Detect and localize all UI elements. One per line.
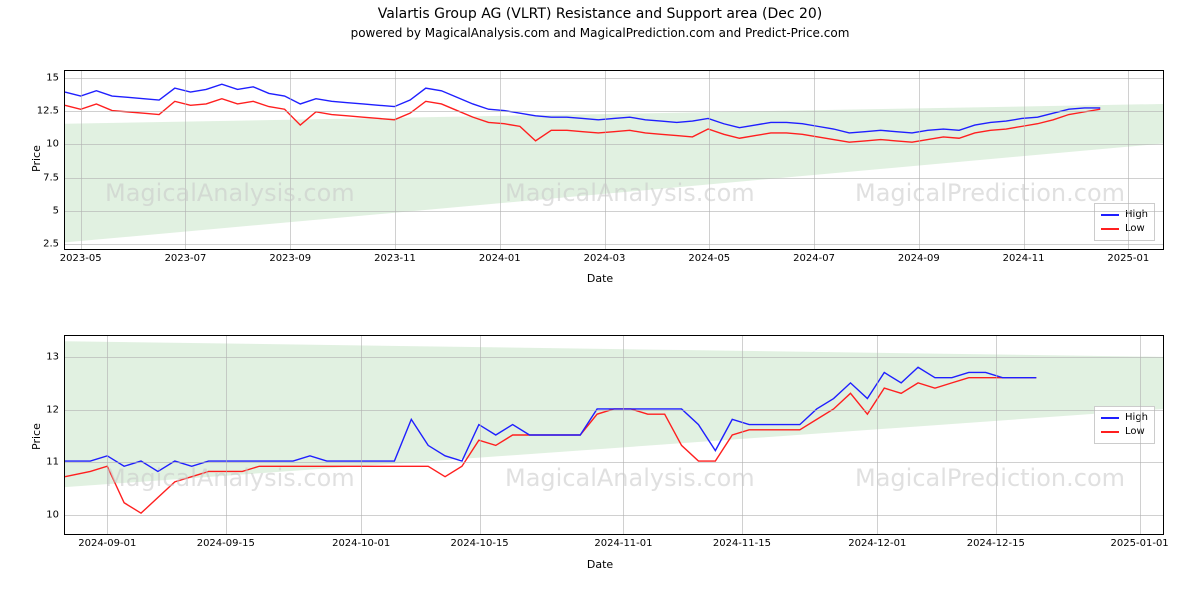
xtick-label: 2024-09-01 <box>78 534 136 549</box>
gridline-v <box>742 336 743 534</box>
gridline-v <box>226 336 227 534</box>
ytick-label: 12 <box>46 404 65 415</box>
ytick-label: 5 <box>53 206 65 217</box>
gridline-v <box>480 336 481 534</box>
gridline-v <box>877 336 878 534</box>
xtick-label: 2023-09 <box>269 249 311 264</box>
xtick-label: 2023-07 <box>165 249 207 264</box>
xtick-label: 2024-11-01 <box>594 534 652 549</box>
xtick-label: 2024-10-15 <box>451 534 509 549</box>
gridline-v <box>1140 336 1141 534</box>
gridline-h <box>65 178 1163 179</box>
legend-low-row: Low <box>1101 425 1148 439</box>
chart-subtitle: powered by MagicalAnalysis.com and Magic… <box>0 26 1200 40</box>
ytick-label: 15 <box>46 72 65 83</box>
xtick-label: 2024-03 <box>584 249 626 264</box>
xtick-label: 2023-05 <box>60 249 102 264</box>
ylabel-bottom: Price <box>30 423 43 450</box>
support-resistance-band <box>65 341 1163 487</box>
support-resistance-band <box>65 104 1163 242</box>
gridline-v <box>996 336 997 534</box>
gridline-v <box>1024 71 1025 249</box>
xtick-label: 2024-07 <box>793 249 835 264</box>
ytick-label: 11 <box>46 457 65 468</box>
ytick-label: 10 <box>46 509 65 520</box>
gridline-v <box>1128 71 1129 249</box>
xtick-label: 2024-10-01 <box>332 534 390 549</box>
legend-low-label: Low <box>1125 425 1145 439</box>
ytick-label: 13 <box>46 352 65 363</box>
gridline-v <box>709 71 710 249</box>
gridline-v <box>919 71 920 249</box>
legend-top: High Low <box>1094 203 1155 241</box>
ytick-label: 12.5 <box>37 106 65 117</box>
legend-low-row: Low <box>1101 222 1148 236</box>
legend-high-swatch <box>1101 417 1119 419</box>
legend-bottom: High Low <box>1094 406 1155 444</box>
gridline-h <box>65 78 1163 79</box>
xtick-label: 2024-09-15 <box>197 534 255 549</box>
gridline-v <box>395 71 396 249</box>
xlabel-bottom: Date <box>587 558 613 571</box>
plot-bottom <box>65 336 1163 534</box>
xtick-label: 2025-01 <box>1107 249 1149 264</box>
legend-low-swatch <box>1101 431 1119 433</box>
ytick-label: 10 <box>46 139 65 150</box>
legend-low-swatch <box>1101 228 1119 230</box>
ylabel-top: Price <box>30 145 43 172</box>
gridline-v <box>185 71 186 249</box>
gridline-v <box>500 71 501 249</box>
chart-title: Valartis Group AG (VLRT) Resistance and … <box>0 6 1200 22</box>
xtick-label: 2024-12-01 <box>848 534 906 549</box>
gridline-v <box>623 336 624 534</box>
panel-bottom: High Low 101112132024-09-012024-09-15202… <box>64 335 1164 535</box>
gridline-h <box>65 244 1163 245</box>
gridline-h <box>65 144 1163 145</box>
gridline-h <box>65 211 1163 212</box>
xtick-label: 2025-01-01 <box>1111 534 1169 549</box>
xtick-label: 2023-11 <box>374 249 416 264</box>
xtick-label: 2024-11-15 <box>713 534 771 549</box>
gridline-h <box>65 410 1163 411</box>
legend-high-label: High <box>1125 411 1148 425</box>
gridline-v <box>605 71 606 249</box>
gridline-v <box>107 336 108 534</box>
panel-top: High Low 2.557.51012.5152023-052023-0720… <box>64 70 1164 250</box>
xtick-label: 2024-01 <box>479 249 521 264</box>
xtick-label: 2024-11 <box>1003 249 1045 264</box>
gridline-h <box>65 515 1163 516</box>
xtick-label: 2024-12-15 <box>967 534 1025 549</box>
gridline-v <box>814 71 815 249</box>
legend-high-swatch <box>1101 214 1119 216</box>
xtick-label: 2024-05 <box>688 249 730 264</box>
gridline-v <box>81 71 82 249</box>
gridline-v <box>290 71 291 249</box>
legend-high-row: High <box>1101 411 1148 425</box>
gridline-h <box>65 357 1163 358</box>
xtick-label: 2024-09 <box>898 249 940 264</box>
gridline-v <box>361 336 362 534</box>
xlabel-top: Date <box>587 272 613 285</box>
gridline-h <box>65 462 1163 463</box>
gridline-h <box>65 111 1163 112</box>
plot-top <box>65 71 1163 249</box>
ytick-label: 7.5 <box>43 172 65 183</box>
